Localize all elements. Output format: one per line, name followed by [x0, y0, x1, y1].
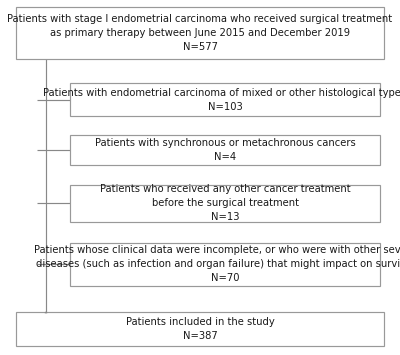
- FancyBboxPatch shape: [16, 7, 384, 59]
- FancyBboxPatch shape: [70, 243, 380, 286]
- FancyBboxPatch shape: [70, 135, 380, 165]
- FancyBboxPatch shape: [70, 185, 380, 222]
- Text: Patients with stage I endometrial carcinoma who received surgical treatment
as p: Patients with stage I endometrial carcin…: [8, 14, 392, 52]
- Text: Patients included in the study
N=387: Patients included in the study N=387: [126, 317, 274, 341]
- FancyBboxPatch shape: [16, 312, 384, 346]
- Text: Patients whose clinical data were incomplete, or who were with other severe
dise: Patients whose clinical data were incomp…: [34, 245, 400, 284]
- Text: Patients who received any other cancer treatment
before the surgical treatment
N: Patients who received any other cancer t…: [100, 184, 350, 222]
- Text: Patients with endometrial carcinoma of mixed or other histological types
N=103: Patients with endometrial carcinoma of m…: [44, 88, 400, 111]
- Text: Patients with synchronous or metachronous cancers
N=4: Patients with synchronous or metachronou…: [95, 138, 355, 162]
- FancyBboxPatch shape: [70, 83, 380, 116]
